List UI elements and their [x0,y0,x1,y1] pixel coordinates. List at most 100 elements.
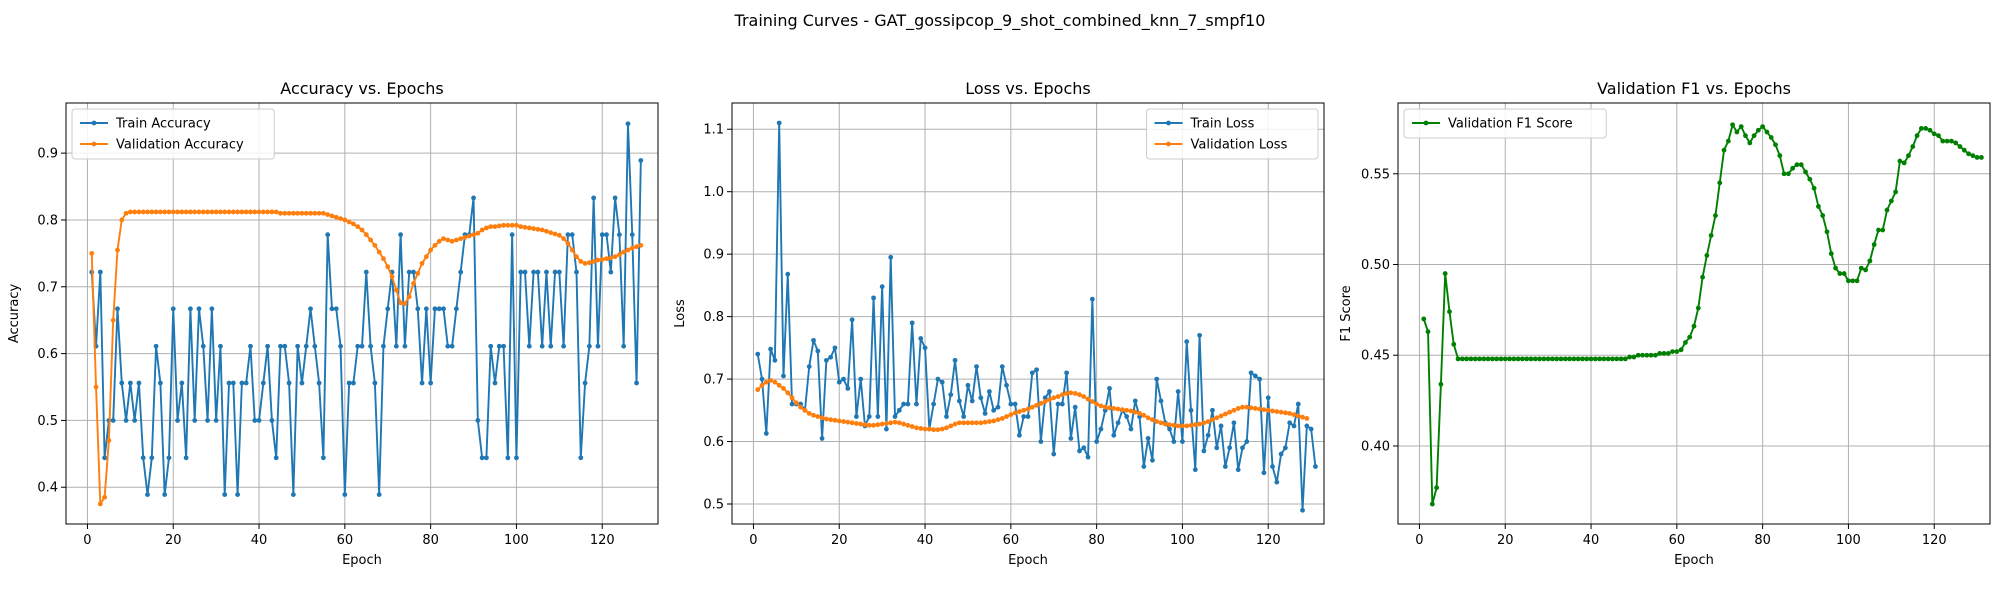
accuracy-series-train-accuracy-point [599,232,605,238]
loss-x-tick-label: 80 [1088,533,1105,548]
loss-x-tick-label: 100 [1170,533,1195,548]
loss-series-train-loss-point [1085,454,1091,460]
accuracy-series-train-accuracy-point [110,418,116,423]
accuracy-series-train-accuracy-point [127,380,133,386]
accuracy-series-validation-accuracy-point [290,210,296,216]
f1-series-validation-f1-score-point [1438,381,1444,387]
loss-series-train-loss-point [1218,423,1224,429]
loss-series-train-loss-point [845,386,851,391]
f1-series-validation-f1-score-point [1918,126,1924,131]
loss-series-train-loss-point [789,401,795,407]
loss-series-train-loss-point [1068,436,1074,441]
accuracy-series-validation-accuracy-point [209,209,215,215]
accuracy-series-train-accuracy-point [320,455,326,461]
accuracy-chart-title: Accuracy vs. Epochs [280,79,443,98]
loss-series-validation-loss-point [755,387,761,393]
accuracy-series-validation-accuracy-point [411,281,416,286]
accuracy-series-train-accuracy-point [213,418,219,423]
accuracy-series-validation-accuracy-point [230,209,236,215]
accuracy-series-validation-accuracy-point [522,224,528,230]
loss-series-train-loss-point [1265,395,1271,401]
accuracy-series-validation-accuracy-point [535,226,541,232]
f1-series-validation-f1-score-point [1618,356,1624,362]
accuracy-series-train-accuracy-point [612,195,618,201]
loss-series-validation-loss-point [952,421,958,427]
accuracy-series-train-accuracy-point [398,232,404,238]
loss-x-tick-label: 120 [1256,533,1281,548]
loss-y-tick-label: 0.5 [703,498,724,513]
f1-series-validation-f1-score-point [1906,153,1911,159]
loss-series-train-loss-point [1210,407,1215,413]
loss-series-validation-loss-point [901,421,906,427]
loss-series-train-loss-point [1197,332,1202,338]
loss-series-train-loss-point [1064,370,1070,376]
f1-series-validation-f1-score-point [1687,334,1693,340]
f1-series-validation-f1-score-point [1468,356,1474,362]
f1-series-validation-f1-score-point [1511,356,1517,362]
loss-series-train-loss-point [1017,432,1022,438]
accuracy-y-tick-label: 0.6 [37,347,58,362]
loss-series-train-loss-point [1222,464,1228,469]
loss-series-train-loss-point [956,398,962,404]
loss-series-validation-loss-point [1175,423,1181,429]
accuracy-legend-swatch-marker [91,141,97,147]
loss-series-train-loss-point [1059,401,1065,407]
accuracy-series-validation-accuracy-point [312,210,318,216]
accuracy-series-train-accuracy-point [458,269,464,275]
accuracy-series-train-accuracy-point [295,343,301,349]
loss-series-train-loss-point [763,431,769,436]
loss-series-train-loss-point [888,254,894,260]
accuracy-series-validation-accuracy [89,209,644,507]
accuracy-series-validation-accuracy-point [526,225,532,231]
f1-series-validation-f1-score-point [1524,356,1530,362]
f1-y-tick-label: 0.55 [1361,167,1390,182]
accuracy-series-train-accuracy-point [479,455,485,461]
loss-series-validation-loss-point [871,422,876,428]
loss-series-train-loss-point [939,379,945,385]
accuracy-series-train-accuracy-point [209,306,215,312]
f1-series-validation-f1-score-point [1464,356,1470,362]
accuracy-legend-box [71,108,275,160]
accuracy-series-validation-accuracy-point [192,209,198,215]
loss-series-validation-loss-point [1029,404,1035,410]
accuracy-series-train-accuracy-point [205,418,210,423]
accuracy-series-validation-accuracy-point [149,209,155,215]
loss-series-validation-loss-point [1201,420,1207,426]
accuracy-series-train-accuracy-point [303,343,309,349]
f1-y-tick-label: 0.40 [1361,439,1390,454]
loss-series-train-loss-point [974,364,979,369]
f1-series-validation-f1-score-point [1562,356,1568,362]
f1-series-validation-f1-score-point [1893,189,1899,195]
loss-y-tick-label: 0.7 [703,373,724,388]
accuracy-series-train-accuracy-point [621,343,627,349]
loss-series-train-loss-point [858,376,864,382]
loss-series-validation-loss-point [841,419,846,424]
accuracy-series-train-accuracy-point [278,343,283,349]
accuracy-series-validation-accuracy-point [265,209,271,215]
loss-series-train-loss-point [952,357,958,363]
loss-series-train-loss-point [866,414,872,419]
f1-series-validation-f1-score-point [1704,253,1710,258]
loss-legend-label: Train Loss [1190,117,1255,132]
loss-series-validation-loss-point [1145,415,1151,421]
accuracy-series-train-accuracy-point [188,306,193,312]
accuracy-series-train-accuracy-point [342,492,348,497]
accuracy-series-validation-accuracy-point [200,209,206,215]
accuracy-series-train-accuracy-point [544,269,549,275]
loss-series-train-loss-point [1051,451,1057,457]
f1-series-validation-f1-score-point [1948,138,1954,144]
accuracy-series-train-accuracy-point [132,418,138,423]
loss-series-validation-loss-point [1231,407,1237,413]
accuracy-series-validation-accuracy-point [355,224,361,230]
loss-series-validation-loss-point [1059,392,1065,398]
accuracy-series-validation-accuracy-point [514,222,519,228]
accuracy-series-train-accuracy-point [243,380,249,386]
accuracy-series-train-accuracy-point [526,343,532,349]
accuracy-series-validation-accuracy-point [282,210,288,216]
f1-series-validation-f1-score-point [1708,233,1714,238]
loss-series-train-loss-point [1188,407,1194,413]
f1-series-validation-f1-score-point [1846,278,1851,284]
f1-series-validation-f1-score-point [1674,349,1680,355]
accuracy-series-train-accuracy-point [376,492,382,497]
loss-series-validation-loss-point [969,420,975,426]
